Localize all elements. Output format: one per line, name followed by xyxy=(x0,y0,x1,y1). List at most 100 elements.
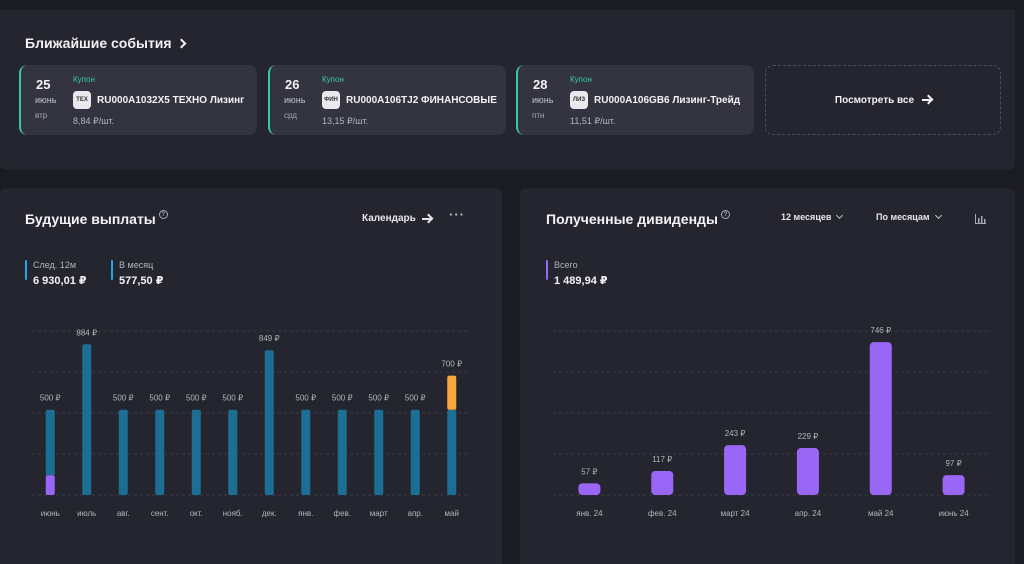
event-security-name: RU000A106TJ2 ФИНАНСОВЫЕ xyxy=(346,95,497,106)
data-label: 243 ₽ xyxy=(725,429,746,438)
x-tick-label: апр. xyxy=(408,509,423,518)
data-label: 500 ₽ xyxy=(113,394,134,403)
x-tick-label: дек. xyxy=(262,509,277,518)
issuer-logo-icon: ЛИЗ xyxy=(570,91,588,109)
issuer-logo-icon: ФИН xyxy=(322,91,340,109)
event-card[interactable]: 26 июнь срд Купон ФИН RU000A106TJ2 ФИНАН… xyxy=(268,65,506,135)
view-all-label: Посмотреть все xyxy=(834,94,915,106)
upcoming-events-title[interactable]: Ближайшие события xyxy=(25,35,187,51)
event-weekday: срд xyxy=(284,111,297,120)
bar-segment xyxy=(45,475,55,495)
event-amount: 13,15 ₽/шт. xyxy=(322,116,369,126)
x-tick-label: июль xyxy=(77,509,96,518)
x-tick-label: март 24 xyxy=(721,509,751,518)
future-payments-title-text: Будущие выплаты xyxy=(25,211,156,227)
future-payments-panel: Будущие выплаты ? Календарь ··· След. 12… xyxy=(0,188,502,564)
bar-segment xyxy=(155,409,165,495)
bar-segment xyxy=(301,409,311,495)
event-day: 25 xyxy=(36,77,51,92)
x-tick-label: июнь 24 xyxy=(938,509,969,518)
event-day: 28 xyxy=(533,77,548,92)
event-security-name: RU000A1032X5 ТЕХНО Лизинг xyxy=(97,95,245,106)
event-month: июнь xyxy=(35,95,57,105)
bar xyxy=(796,448,819,495)
arrow-right-icon xyxy=(922,99,932,101)
x-tick-label: нояб. xyxy=(223,509,243,518)
bar xyxy=(724,445,747,495)
chevron-right-icon xyxy=(176,38,187,49)
x-tick-label: май xyxy=(445,509,459,518)
bar-segment xyxy=(118,409,128,495)
x-tick-label: фев. 24 xyxy=(648,509,677,518)
data-label: 500 ₽ xyxy=(405,394,426,403)
bar-segment xyxy=(264,350,274,495)
x-tick-label: сент. xyxy=(151,509,169,518)
data-label: 849 ₽ xyxy=(259,334,280,343)
bar-segment xyxy=(410,409,420,495)
stat-marker xyxy=(111,260,113,280)
future-payments-chart: 500 ₽ июнь 884 ₽ июль 500 ₽ авг. 500 ₽ сент. 500… xyxy=(32,328,470,518)
event-card[interactable]: 25 июнь втр Купон ТЕХ RU000A1032X5 ТЕХНО… xyxy=(19,65,257,135)
bar xyxy=(942,475,965,495)
question-icon[interactable]: ? xyxy=(720,210,730,219)
more-options-icon[interactable]: ··· xyxy=(449,207,465,222)
bar-segment xyxy=(82,344,92,495)
event-month: июнь xyxy=(532,95,554,105)
grouping-select-label: По месяцам xyxy=(876,212,930,222)
data-label: 500 ₽ xyxy=(368,394,389,403)
future-payments-title: Будущие выплаты ? xyxy=(25,210,168,227)
chart-type-icon[interactable] xyxy=(974,213,986,224)
event-amount: 11,51 ₽/шт. xyxy=(570,116,616,126)
stat-label: Всего xyxy=(554,260,578,270)
x-tick-label: янв. 24 xyxy=(576,509,603,518)
bar xyxy=(869,342,892,495)
bar-segment xyxy=(191,409,201,495)
data-label: 500 ₽ xyxy=(40,394,61,403)
event-security-name: RU000A106GB6 Лизинг-Трейд xyxy=(594,95,741,106)
data-label: 746 ₽ xyxy=(870,326,891,335)
data-label: 500 ₽ xyxy=(222,394,243,403)
event-weekday: втр xyxy=(35,111,48,120)
stat-label: В месяц xyxy=(119,260,154,270)
bar xyxy=(578,483,601,495)
calendar-link[interactable]: Календарь xyxy=(362,213,431,224)
x-tick-label: май 24 xyxy=(868,509,894,518)
grouping-select[interactable]: По месяцам xyxy=(876,211,942,222)
data-label: 500 ₽ xyxy=(149,394,170,403)
period-select-label: 12 месяцев xyxy=(781,212,832,222)
bar-segment xyxy=(228,409,238,495)
event-card[interactable]: 28 июнь птн Купон ЛИЗ RU000A106GB6 Лизин… xyxy=(516,65,754,135)
x-tick-label: март xyxy=(370,509,388,518)
x-tick-label: авг. xyxy=(117,509,130,518)
period-select[interactable]: 12 месяцев xyxy=(781,211,844,222)
bar xyxy=(651,471,674,495)
event-type: Купон xyxy=(322,75,344,84)
event-amount: 8,84 ₽/шт. xyxy=(73,116,115,126)
bar-segment xyxy=(337,409,347,495)
x-tick-label: апр. 24 xyxy=(795,509,822,518)
bar-segment xyxy=(447,409,457,495)
data-label: 500 ₽ xyxy=(186,394,207,403)
data-label: 117 ₽ xyxy=(652,455,672,464)
stat-value: 1 489,94 ₽ xyxy=(554,275,608,287)
x-tick-label: фев. xyxy=(333,509,351,518)
dividends-title-text: Полученные дивиденды xyxy=(546,211,718,227)
data-label: 57 ₽ xyxy=(581,467,597,476)
question-icon[interactable]: ? xyxy=(158,210,168,219)
event-weekday: птн xyxy=(532,111,545,120)
stat-value: 577,50 ₽ xyxy=(119,275,164,287)
dividends-panel: Полученные дивиденды ? 12 месяцев По мес… xyxy=(520,188,1015,564)
data-label: 500 ₽ xyxy=(295,394,316,403)
dividends-chart: 57 ₽ янв. 24 117 ₽ фев. 24 243 ₽ март 24 229 ₽… xyxy=(553,326,990,518)
data-label: 884 ₽ xyxy=(76,328,97,337)
stat-marker xyxy=(25,260,27,280)
view-all-button[interactable]: Посмотреть все xyxy=(765,65,1001,135)
stat-value: 6 930,01 ₽ xyxy=(33,275,87,287)
calendar-label: Календарь xyxy=(362,213,416,224)
upcoming-events-panel: Ближайшие события 25 июнь втр Купон ТЕХ … xyxy=(0,10,1015,170)
dividends-title: Полученные дивиденды ? xyxy=(546,210,730,227)
stat-next-12m: След. 12м 6 930,01 ₽ xyxy=(25,260,87,287)
data-label: 500 ₽ xyxy=(332,394,353,403)
event-type: Купон xyxy=(570,75,592,84)
data-label: 700 ₽ xyxy=(441,360,462,369)
